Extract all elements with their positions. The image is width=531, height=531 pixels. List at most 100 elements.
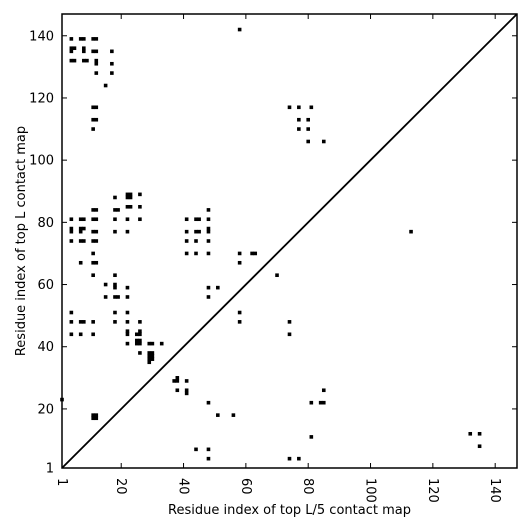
contact-point	[128, 204, 133, 209]
contact-point	[113, 208, 117, 212]
contact-point	[78, 239, 83, 243]
contact-point	[69, 46, 74, 51]
contact-point	[91, 37, 95, 41]
contact-point	[184, 251, 189, 256]
contact-point	[206, 208, 211, 212]
x-tick-label: 60	[238, 478, 253, 495]
contact-point	[94, 413, 99, 417]
contact-point	[197, 229, 201, 234]
contact-point	[110, 61, 114, 66]
contact-point	[78, 226, 83, 231]
contact-point	[91, 49, 95, 54]
contact-point	[147, 341, 152, 346]
x-axis-label: Residue index of top L/5 contact map	[168, 503, 411, 518]
contact-point	[85, 58, 89, 63]
contact-point	[150, 357, 155, 361]
contact-point	[297, 456, 301, 461]
contact-point	[113, 217, 117, 222]
contact-point	[306, 117, 310, 122]
contact-point	[69, 58, 74, 63]
contact-point	[116, 208, 120, 212]
contact-point	[306, 127, 310, 131]
y-tick-label: 80	[37, 216, 54, 231]
contact-point	[321, 388, 326, 393]
contact-point	[175, 376, 180, 380]
contact-point	[91, 332, 95, 337]
contact-point	[113, 295, 117, 299]
contact-point	[103, 282, 108, 287]
contact-point	[309, 400, 314, 405]
contact-point	[409, 229, 413, 234]
contact-point	[94, 208, 99, 212]
contact-point	[78, 320, 83, 324]
contact-point	[138, 217, 142, 222]
contact-point	[297, 105, 301, 110]
contact-point	[477, 444, 482, 449]
contact-point	[206, 217, 211, 222]
y-tick-label: 60	[37, 278, 54, 293]
contact-point	[297, 117, 301, 122]
contact-point	[175, 388, 180, 393]
contact-point	[216, 285, 220, 290]
contact-point	[138, 341, 142, 346]
contact-point	[110, 71, 114, 75]
y-tick-label: 140	[29, 29, 54, 44]
contact-point	[150, 341, 155, 346]
contact-point	[91, 320, 95, 324]
contact-point	[69, 310, 74, 315]
contact-point	[94, 105, 99, 110]
contact-point	[69, 37, 74, 41]
contact-point	[309, 105, 314, 110]
contact-point	[82, 58, 86, 63]
contact-point	[206, 447, 211, 452]
x-tick-label: 40	[176, 478, 191, 495]
contact-point	[94, 229, 99, 234]
contact-points	[60, 27, 482, 461]
contact-point	[206, 226, 211, 231]
contact-point	[72, 46, 77, 51]
contact-point	[194, 239, 198, 243]
contact-point	[253, 251, 258, 256]
contact-point	[113, 282, 117, 287]
contact-point	[94, 117, 99, 122]
contact-point	[237, 320, 242, 324]
contact-point	[206, 251, 211, 256]
contact-point	[113, 273, 117, 278]
contact-point	[147, 360, 152, 365]
contact-point	[216, 413, 220, 417]
contact-point	[113, 229, 117, 234]
contact-point	[78, 260, 83, 265]
contact-point	[94, 239, 99, 243]
y-tick-label: 120	[29, 91, 54, 106]
contact-point	[94, 416, 99, 421]
contact-point	[113, 320, 117, 324]
contact-point	[69, 229, 74, 234]
contact-point	[78, 229, 83, 234]
x-tick-label: 100	[363, 478, 378, 503]
contact-point	[237, 310, 242, 315]
contact-point	[125, 295, 130, 299]
contact-point	[125, 204, 130, 209]
contact-point	[125, 320, 130, 324]
contact-point	[194, 229, 198, 234]
contact-point	[172, 379, 176, 383]
contact-point	[69, 49, 74, 54]
contact-point	[306, 139, 310, 144]
contact-point	[82, 226, 86, 231]
contact-point	[138, 320, 142, 324]
contact-point	[91, 260, 95, 265]
contact-point	[78, 217, 83, 222]
contact-point	[206, 295, 211, 299]
y-tick-label: 100	[29, 154, 54, 169]
contact-point	[91, 413, 95, 417]
contact-point	[82, 37, 86, 41]
contact-point	[91, 117, 95, 122]
contact-point	[113, 195, 117, 200]
y-tick-label: 40	[37, 340, 54, 355]
contact-point	[138, 351, 142, 355]
contact-point	[184, 217, 189, 222]
contact-point	[197, 217, 201, 222]
contact-point	[321, 139, 326, 144]
contact-point	[147, 351, 152, 355]
